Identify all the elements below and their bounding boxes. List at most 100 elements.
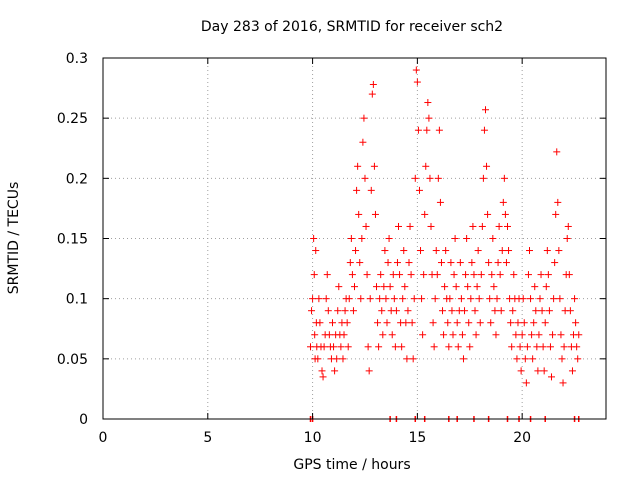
data-point [493,295,501,303]
y-tick-label: 0.15 [57,232,88,248]
data-point [435,126,443,134]
data-point [450,271,458,279]
data-point [310,235,318,242]
data-point [549,331,557,339]
data-point [494,259,502,267]
data-point [323,271,331,279]
data-point [464,283,472,291]
data-point [402,319,410,327]
data-point [351,283,358,291]
data-point [556,295,564,303]
data-point [568,367,576,375]
data-point [411,174,419,182]
data-point [565,271,573,279]
data-point [320,343,328,351]
data-point [439,307,447,315]
data-point [364,343,372,351]
x-axis-label: GPS time / hours [293,457,410,473]
data-point [352,247,360,255]
data-point [541,319,549,327]
data-point [347,235,355,242]
data-point [452,283,460,291]
data-point [376,295,384,303]
data-point [574,355,582,363]
y-tick-label: 0.2 [66,171,88,187]
data-point [502,259,510,267]
data-point [360,114,368,122]
data-point [518,331,526,339]
data-point [497,307,505,315]
data-point [546,343,554,351]
data-point [477,271,485,279]
data-point [478,222,486,230]
data-point [489,235,497,242]
data-point [453,319,461,327]
data-point [472,331,480,339]
data-point [399,295,407,303]
data-point [378,307,386,315]
data-point [367,186,375,194]
data-point [468,259,476,267]
data-point [312,247,320,255]
y-tick-label: 0.05 [57,352,88,368]
data-point [530,319,538,327]
data-point [410,295,418,303]
data-point [330,343,338,351]
data-point [461,307,469,315]
data-point [485,259,493,267]
data-point [345,295,353,303]
data-point [423,126,431,134]
data-point [426,174,434,182]
y-axis-label: SRMTID / TECUs [6,182,22,295]
data-point [448,307,456,315]
data-point [359,138,367,146]
data-point [501,210,509,218]
data-point [371,210,379,218]
data-point [559,379,567,387]
data-point [333,355,341,363]
data-point [527,295,535,303]
data-point [322,295,330,303]
data-point [363,271,371,279]
data-point [571,295,579,303]
data-point [407,271,415,279]
data-point [385,235,393,242]
data-point [467,295,475,303]
data-point [314,355,322,363]
data-point [344,343,352,351]
data-point [495,222,503,230]
data-point [564,222,572,230]
data-point [529,355,537,363]
data-point [324,307,332,315]
data-point [537,271,545,279]
chart-title: Day 283 of 2016, SRMTID for receiver sch… [201,19,503,35]
data-point [480,126,488,134]
axis-ticks: 0 0.05 0.1 0.15 0.2 0.25 0.3 0 5 10 15 20 [57,51,606,446]
data-point [437,259,445,267]
data-point [388,331,396,339]
data-point [531,283,539,291]
data-point [510,271,518,279]
data-point [425,114,433,122]
data-point [487,319,495,327]
data-point [316,319,324,327]
y-tick-label: 0.1 [66,292,88,308]
data-point [519,295,527,303]
data-point [449,331,457,339]
data-point [319,373,327,381]
data-point [346,259,354,267]
data-point [318,367,326,375]
data-point [498,247,506,255]
data-point [533,343,541,351]
data-point [432,247,440,255]
data-point [521,355,529,363]
data-point [396,271,404,279]
data-point [507,319,515,327]
data-point [575,331,583,339]
y-tick-label: 0.3 [66,51,88,67]
data-point [368,90,376,98]
data-point [446,295,454,303]
data-point [355,210,363,218]
data-point [555,247,563,255]
data-point [513,355,521,363]
